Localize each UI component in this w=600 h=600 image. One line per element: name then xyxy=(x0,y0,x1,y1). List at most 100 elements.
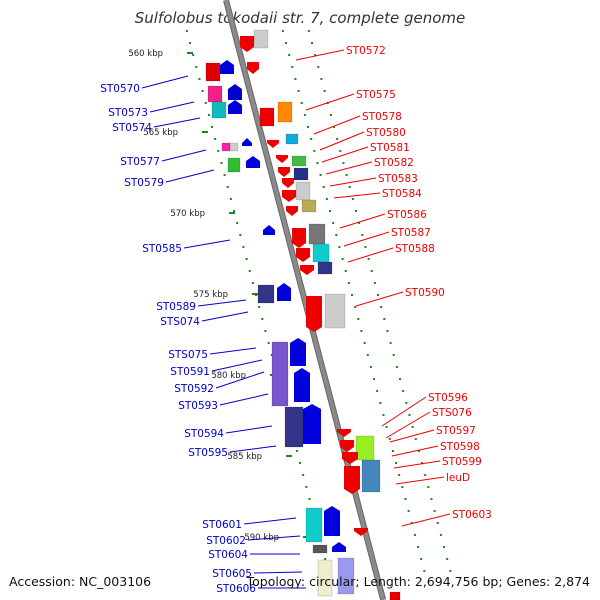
guide-dot xyxy=(433,510,436,512)
guide-dot xyxy=(354,306,357,308)
guide-dot xyxy=(338,246,341,248)
scale-label: 570 kbp xyxy=(170,209,205,219)
guide-dot xyxy=(264,330,267,332)
guide-dot xyxy=(299,462,302,464)
gene-arrow-forward xyxy=(296,248,310,262)
label-leader xyxy=(149,101,195,113)
guide-dot xyxy=(377,294,380,296)
forward-gene-label: ST0587 xyxy=(391,227,431,239)
gene-box xyxy=(259,107,275,127)
guide-dot xyxy=(311,42,314,44)
guide-dot xyxy=(267,342,270,344)
label-leader xyxy=(247,535,301,541)
gene-arrow-reverse xyxy=(290,338,306,366)
label-leader xyxy=(197,299,247,307)
guide-dot xyxy=(295,450,298,452)
reverse-gene-label: ST0604 xyxy=(208,549,248,561)
scale-tick xyxy=(187,52,193,54)
guide-dot xyxy=(319,174,322,176)
gene-box xyxy=(205,62,221,82)
reverse-gene-label: ST0589 xyxy=(156,301,196,313)
guide-dot xyxy=(360,330,363,332)
gene-arrow-forward xyxy=(267,140,279,148)
reverse-gene-label: ST0601 xyxy=(202,519,242,531)
gene-arrow-forward xyxy=(337,429,351,437)
label-leader xyxy=(395,476,445,485)
guide-dot xyxy=(389,342,392,344)
guide-dot xyxy=(398,474,401,476)
forward-gene-label: ST0581 xyxy=(370,142,410,154)
label-leader xyxy=(381,396,427,427)
guide-dot xyxy=(314,54,317,56)
guide-dot xyxy=(388,438,391,440)
gene-box xyxy=(277,101,293,123)
forward-gene-label: ST0582 xyxy=(374,157,414,169)
reverse-gene-label: ST0595 xyxy=(188,447,228,459)
guide-dot xyxy=(405,402,408,404)
guide-dot xyxy=(322,186,325,188)
gene-arrow-forward xyxy=(278,167,290,177)
gene-arrow-forward xyxy=(276,155,288,163)
label-leader xyxy=(153,117,201,128)
guide-dot xyxy=(401,486,404,488)
guide-dot xyxy=(344,270,347,272)
label-leader xyxy=(229,445,277,453)
forward-gene-label: ST0580 xyxy=(366,127,406,139)
scale-label: 580 kbp xyxy=(211,371,246,381)
gene-box xyxy=(312,243,330,263)
reverse-gene-label: STS075 xyxy=(168,349,208,361)
label-leader xyxy=(385,411,431,439)
guide-dot xyxy=(446,558,449,560)
label-leader xyxy=(329,177,377,187)
guide-dot xyxy=(413,534,416,536)
gene-arrow-forward xyxy=(282,178,294,188)
gene-arrow-forward xyxy=(342,452,358,464)
guide-dot xyxy=(345,174,348,176)
forward-gene-label: ST0572 xyxy=(346,45,386,57)
guide-dot xyxy=(226,186,229,188)
gene-box xyxy=(361,459,381,493)
forward-gene-label: leuD xyxy=(446,472,470,484)
guide-dot xyxy=(379,402,382,404)
gene-box xyxy=(301,199,317,213)
guide-dot xyxy=(417,450,420,452)
guide-dot xyxy=(204,102,207,104)
reverse-gene-label: ST0577 xyxy=(120,156,160,168)
gene-arrow-forward xyxy=(292,228,306,248)
map-title: Sulfolobus tokodaii str. 7, complete gen… xyxy=(135,9,466,27)
guide-dot xyxy=(386,330,389,332)
guide-dot xyxy=(363,342,366,344)
gene-box xyxy=(337,557,355,595)
guide-dot xyxy=(391,450,394,452)
guide-dot xyxy=(366,354,369,356)
accession-text: Accession: NC_003106 xyxy=(9,574,151,589)
guide-dot xyxy=(325,198,328,200)
scale-label: 565 kbp xyxy=(143,128,178,138)
gene-arrow-reverse xyxy=(242,138,252,146)
label-leader xyxy=(209,347,257,355)
guide-dot xyxy=(383,318,386,320)
gene-arrow-forward xyxy=(354,528,368,536)
label-leader xyxy=(339,213,386,229)
label-leader xyxy=(343,231,390,247)
reverse-gene-label: ST0602 xyxy=(206,535,246,547)
guide-dot xyxy=(357,318,360,320)
label-leader xyxy=(319,131,365,151)
guide-dot xyxy=(261,318,264,320)
guide-dot xyxy=(220,162,223,164)
guide-dot xyxy=(245,258,248,260)
gene-box xyxy=(317,559,333,597)
guide-dot xyxy=(305,486,308,488)
label-leader xyxy=(225,425,273,434)
guide-dot xyxy=(364,246,367,248)
guide-dot xyxy=(436,522,439,524)
forward-gene-label: ST0586 xyxy=(387,209,427,221)
gene-box xyxy=(207,85,223,103)
guide-dot xyxy=(333,126,336,128)
gene-arrow-forward xyxy=(340,440,354,452)
label-leader xyxy=(347,247,394,263)
label-leader xyxy=(389,429,435,443)
guide-dot xyxy=(423,570,426,572)
guide-dot xyxy=(317,66,320,68)
guide-dot xyxy=(217,150,220,152)
